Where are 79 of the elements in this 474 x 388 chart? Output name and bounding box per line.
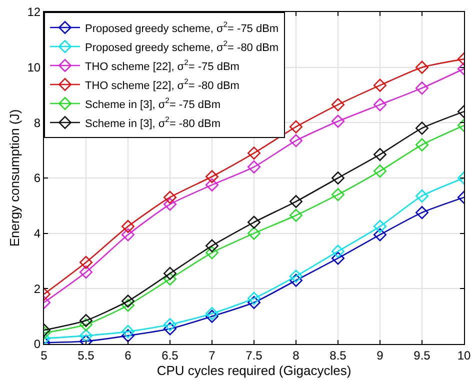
legend-label: Proposed greedy scheme, σ$^{2}$= -80 dBm: [85, 39, 279, 54]
point: [248, 160, 260, 174]
point: [374, 98, 386, 112]
x-tick-label: 8: [292, 348, 300, 362]
y-tick-label: 10: [27, 60, 41, 75]
point: [206, 239, 218, 252]
point: [206, 178, 218, 192]
point: [206, 310, 218, 323]
point: [290, 195, 302, 208]
x-axis-title: CPU cycles required (Gigacycles): [156, 363, 352, 378]
point: [164, 190, 176, 204]
x-tick-label: 6: [124, 348, 132, 362]
point: [290, 208, 302, 222]
x-tick-label: 7: [208, 348, 216, 362]
point: [374, 228, 386, 242]
legend-label: Proposed greedy scheme, σ$^{2}$= -75 dBm: [85, 20, 279, 35]
point: [332, 244, 344, 258]
point: [416, 189, 428, 202]
y-tick-label: 4: [34, 226, 41, 241]
point: [332, 252, 344, 265]
x-tick-label: 5.5: [78, 348, 95, 362]
point: [80, 314, 92, 327]
point: [248, 146, 260, 160]
point: [374, 148, 386, 161]
point: [416, 82, 428, 95]
point: [290, 120, 302, 134]
legend-label: Scheme in [3], σ$^{2}$= -75 dBm: [85, 96, 221, 111]
point: [122, 298, 134, 312]
point: [164, 318, 176, 332]
x-tick-label: 9.5: [414, 348, 431, 362]
point: [122, 329, 134, 342]
x-tick-label: 8.5: [330, 348, 347, 362]
point: [248, 216, 260, 229]
point: [80, 329, 92, 342]
point: [416, 206, 428, 220]
legend-label: THO scheme [22], σ$^{2}$= -80 dBm: [85, 77, 240, 92]
point: [122, 294, 134, 308]
point: [290, 134, 302, 148]
legend-label: Scheme in [3], σ$^{2}$= -80 dBm: [85, 115, 221, 130]
x-tick-label: 9: [376, 348, 384, 362]
point: [332, 172, 344, 184]
point: [374, 78, 386, 92]
point: [290, 274, 302, 287]
y-axis-title: Energy consumption (J): [7, 109, 22, 247]
point: [206, 307, 218, 320]
y-tick-label: 0: [34, 337, 41, 352]
point: [164, 198, 176, 211]
point: [332, 98, 344, 112]
point: [248, 292, 260, 305]
legend-label: THO scheme [22], σ$^{2}$= -75 dBm: [85, 58, 240, 73]
point: [332, 188, 344, 202]
point: [374, 164, 386, 178]
y-tick-label: 6: [34, 171, 41, 186]
point: [80, 266, 92, 279]
point: [122, 220, 134, 233]
x-tick-label: 5: [40, 348, 48, 362]
point: [164, 266, 176, 280]
x-tick-label: 6.5: [162, 348, 179, 362]
point: [80, 318, 92, 332]
point: [80, 256, 92, 269]
point: [248, 296, 260, 309]
point: [416, 138, 428, 152]
point: [122, 228, 134, 242]
point: [248, 226, 260, 240]
point: [164, 272, 176, 286]
point: [374, 220, 386, 233]
x-tick-label: 7.5: [246, 348, 263, 362]
x-tick-label: 10: [457, 348, 471, 362]
point: [332, 114, 344, 128]
point: [290, 270, 302, 283]
y-tick-label: 2: [34, 282, 41, 296]
y-tick-label: 8: [34, 116, 41, 130]
point: [122, 325, 134, 338]
point: [416, 60, 428, 74]
point: [164, 322, 176, 336]
point: [206, 246, 218, 260]
point: [206, 170, 218, 184]
point: [416, 122, 428, 135]
y-tick-label: 12: [27, 5, 41, 20]
